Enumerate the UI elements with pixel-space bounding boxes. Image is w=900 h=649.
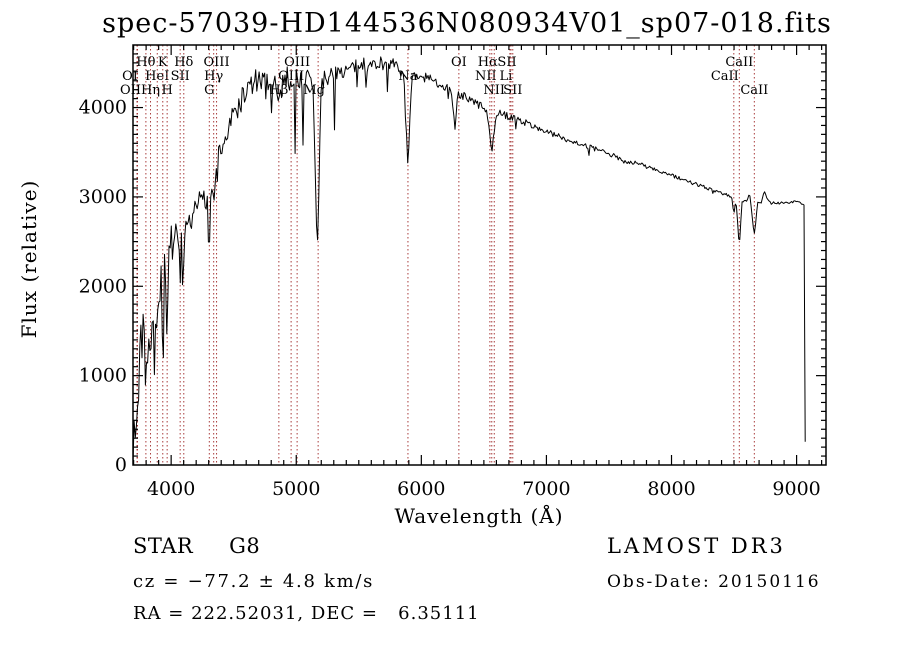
x-tick-label: 7000 xyxy=(522,478,570,500)
y-tick-label: 3000 xyxy=(79,186,127,208)
page-title: spec-57039-HD144536N080934V01_sp07-018.f… xyxy=(102,8,832,39)
coordinates-label: RA = 222.52031, DEC = 6.35111 xyxy=(133,603,480,624)
line-label-CaII: CaII xyxy=(740,83,768,98)
line-label-OIII: OIII xyxy=(204,55,230,70)
y-axis-title: Flux (relative) xyxy=(17,179,41,339)
line-label-K: K xyxy=(158,55,168,70)
line-label-H: H xyxy=(161,83,172,98)
x-tick-label: 4000 xyxy=(147,478,195,500)
line-label-OI: OI xyxy=(451,55,467,70)
radial-velocity-label: cz = −77.2 ± 4.8 km/s xyxy=(133,571,375,592)
obs-date-label: Obs-Date: 20150116 xyxy=(607,572,821,592)
line-label-CaII: CaII xyxy=(711,69,739,84)
y-tick-label: 2000 xyxy=(79,275,127,297)
spectral-line-markers: OIOIIHθHηHeIKHSIIHδGHγOIIIHβOIIIOIIIMgNa… xyxy=(120,45,768,465)
line-label-Hγ: Hγ xyxy=(204,69,223,84)
plot-frame xyxy=(132,44,827,466)
x-axis-title: Wavelength (Å) xyxy=(394,504,564,528)
line-label-CaII: CaII xyxy=(725,55,753,70)
line-label-SII: SII xyxy=(171,69,190,84)
line-label-HeI: HeI xyxy=(145,69,169,84)
line-label-Hδ: Hδ xyxy=(174,55,193,70)
survey-release-label: LAMOST DR3 xyxy=(607,534,786,558)
x-tick-label: 9000 xyxy=(772,478,820,500)
y-tick-label: 4000 xyxy=(79,97,127,119)
object-class-label: STAR G8 xyxy=(133,534,261,558)
x-tick-label: 6000 xyxy=(397,478,445,500)
line-label-Li: Li xyxy=(499,69,512,84)
y-tick-label: 0 xyxy=(115,454,127,476)
line-label-Hθ: Hθ xyxy=(136,55,155,70)
line-label-Mg: Mg xyxy=(303,83,325,98)
line-label-SII: SII xyxy=(503,83,522,98)
x-tick-label: 8000 xyxy=(647,478,695,500)
line-label-OIII: OIII xyxy=(284,55,310,70)
line-label-G: G xyxy=(204,83,214,98)
line-label-Hα: Hα xyxy=(478,55,498,70)
line-label-NII: NII xyxy=(475,69,497,84)
line-label-Hβ: Hβ xyxy=(269,83,288,98)
line-label-NII: NII xyxy=(483,83,505,98)
x-tick-label: 5000 xyxy=(272,478,320,500)
axes: 4000 5000 6000 7000 8000 9000 0 1000 2000 3000 400… xyxy=(79,44,827,500)
line-label-Hη: Hη xyxy=(141,83,160,98)
spectrum-trace xyxy=(132,56,806,466)
line-label-SII: SII xyxy=(497,55,516,70)
y-tick-label: 1000 xyxy=(79,365,127,387)
line-label-OII: OII xyxy=(120,83,141,98)
